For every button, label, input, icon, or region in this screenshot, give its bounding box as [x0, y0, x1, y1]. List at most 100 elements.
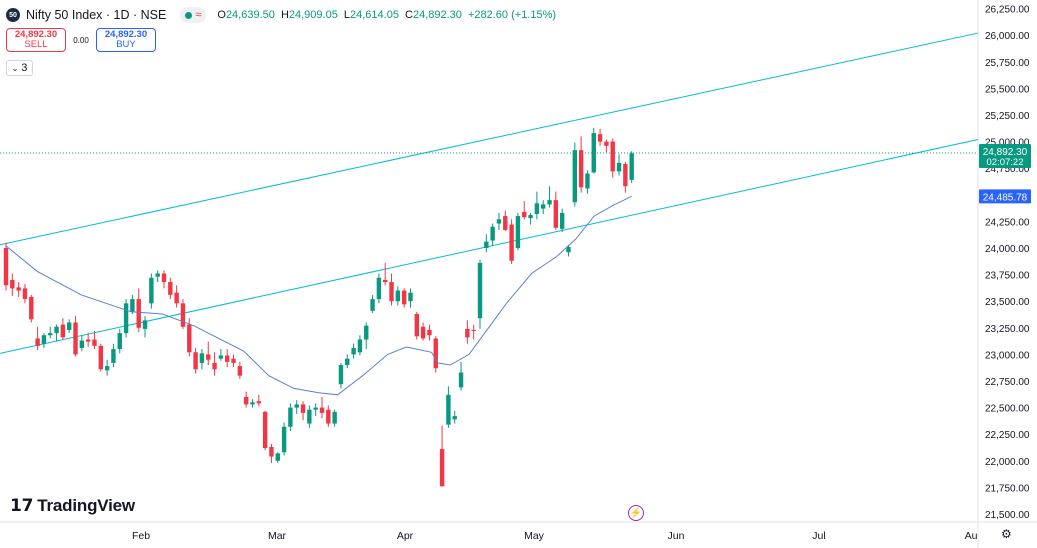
candle	[212, 352, 217, 376]
candle-body	[332, 411, 337, 424]
price-tick-label: 21,500.00	[985, 510, 1030, 521]
channel-line	[0, 138, 979, 354]
candle	[357, 335, 363, 356]
time-axis[interactable]: Feb Mar Apr May Jun Jul Au	[132, 530, 978, 542]
flash-icon[interactable]: ⚡	[628, 505, 644, 521]
candle-body	[193, 352, 198, 370]
candle	[578, 136, 584, 193]
candle	[345, 354, 350, 369]
candle	[541, 200, 546, 214]
candle	[439, 425, 445, 487]
candle-body	[591, 133, 596, 173]
candle	[256, 394, 261, 407]
candle	[408, 288, 413, 308]
brand-name: TradingView	[37, 496, 135, 515]
price-tick-label: 22,000.00	[985, 457, 1030, 468]
candle	[104, 359, 110, 376]
candle	[155, 270, 160, 283]
candle-body	[566, 246, 571, 253]
indicators-toggle[interactable]: ⌄ 3	[6, 60, 33, 76]
candle	[206, 341, 211, 366]
candle-body	[16, 287, 21, 291]
candle-body	[85, 339, 91, 342]
candle-body	[313, 407, 318, 410]
candle-body	[370, 299, 375, 311]
candle-body	[98, 345, 103, 370]
candle	[174, 285, 179, 308]
candle-body	[585, 173, 590, 189]
candle	[231, 354, 236, 368]
indicator-count: 3	[21, 62, 28, 74]
candle	[566, 244, 571, 257]
low-value: 24,614.05	[350, 9, 399, 21]
channel-lines[interactable]	[0, 32, 979, 354]
candle	[29, 294, 34, 323]
candle	[376, 273, 382, 304]
candle	[458, 361, 464, 391]
candle	[522, 201, 527, 220]
candle-body	[3, 248, 9, 286]
candle	[54, 324, 59, 342]
candle	[547, 186, 552, 208]
sell-button[interactable]: 24,892.30 SELL	[6, 28, 66, 52]
candlesticks	[3, 127, 634, 487]
time-tick-label: Jul	[812, 530, 825, 542]
candle	[553, 191, 559, 230]
candle	[10, 273, 15, 296]
candle-body	[35, 338, 40, 346]
tradingview-logo[interactable]: 𝟭𝟳 TradingView	[10, 496, 135, 516]
candle	[142, 316, 148, 338]
buy-button[interactable]: 24,892.30 BUY	[96, 28, 156, 52]
symbol-logo-icon[interactable]: 50	[6, 8, 20, 22]
candle	[288, 403, 293, 432]
candle	[515, 212, 521, 251]
candle-body	[206, 354, 211, 360]
candle	[22, 284, 28, 304]
candle	[420, 322, 426, 341]
candle-body	[623, 163, 628, 187]
candle-body	[92, 339, 97, 346]
candle-body	[281, 426, 287, 453]
price-axis[interactable]: 26,250.00 26,000.00 25,750.00 25,500.00 25,2…	[985, 5, 1030, 521]
candle	[41, 333, 47, 349]
candle-body	[180, 303, 186, 327]
candle-body	[522, 211, 527, 218]
ma-badge-label: 24,485.78	[983, 192, 1028, 203]
ma-badge	[979, 189, 1031, 204]
candle-body	[149, 277, 154, 304]
candle-body	[439, 449, 445, 487]
candle-body	[383, 279, 388, 283]
countdown-label: 02:07:22	[987, 157, 1024, 168]
candle-body	[294, 404, 299, 408]
candle-body	[73, 322, 78, 355]
candle-body	[604, 141, 609, 146]
candle	[591, 127, 596, 174]
candle-body	[471, 329, 476, 331]
candle-body	[136, 299, 141, 328]
time-tick-label: Apr	[397, 530, 414, 542]
candle	[534, 191, 540, 220]
candle-body	[48, 333, 53, 336]
candle-body	[414, 313, 419, 337]
symbol-title[interactable]: Nifty 50 Index · 1D · NSE	[26, 8, 167, 22]
time-tick-label: May	[524, 530, 545, 542]
candle-body	[104, 366, 110, 371]
candle-body	[60, 324, 66, 338]
price-tick-label: 26,250.00	[985, 5, 1030, 16]
channel-line	[0, 32, 979, 246]
candle	[471, 324, 476, 340]
settings-gear-icon[interactable]: ⚙	[1001, 527, 1012, 541]
candle	[389, 273, 394, 306]
candle	[572, 142, 577, 207]
status-pill[interactable]: ≈	[180, 7, 207, 23]
candle	[616, 154, 622, 176]
ohlc-values: O24,639.50 H24,909.05 L24,614.05 C24,892…	[217, 9, 557, 21]
candle	[92, 330, 97, 350]
price-tick-label: 26,000.00	[985, 31, 1030, 42]
candle-body	[262, 411, 268, 449]
candle	[60, 318, 66, 340]
candle-body	[465, 328, 470, 338]
